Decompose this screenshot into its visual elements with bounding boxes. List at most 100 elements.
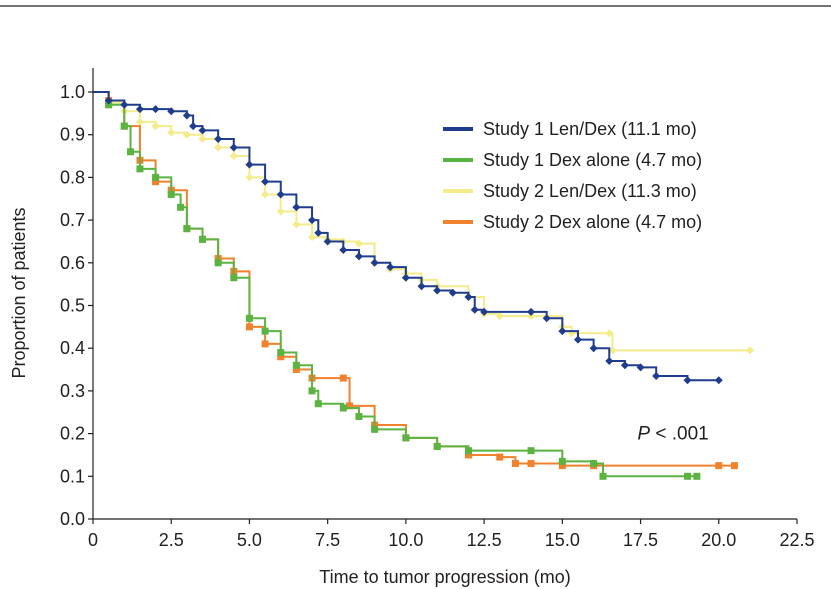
censor-marker bbox=[189, 122, 198, 131]
legend-label: Study 2 Len/Dex (11.3 mo) bbox=[483, 181, 697, 201]
censor-marker bbox=[308, 233, 317, 242]
x-tick-label: 20.0 bbox=[701, 530, 736, 550]
censor-marker bbox=[183, 225, 191, 233]
y-ticks: 0.0 0.1 0.2 0.3 0.4 0.5 0.6 0.7 0.8 0.9 1.0 bbox=[60, 82, 93, 529]
censor-marker bbox=[152, 178, 160, 186]
censor-marker bbox=[292, 361, 300, 369]
x-tick-label: 15.0 bbox=[545, 530, 580, 550]
x-tick-label: 2.5 bbox=[159, 530, 184, 550]
censor-marker bbox=[182, 130, 191, 139]
censor-marker bbox=[276, 190, 285, 199]
censor-marker bbox=[229, 152, 238, 161]
censor-marker bbox=[636, 363, 645, 372]
legend-label: Study 1 Len/Dex (11.1 mo) bbox=[483, 119, 697, 139]
censor-marker bbox=[527, 307, 536, 316]
x-tick-label: 5.0 bbox=[237, 530, 262, 550]
censor-marker bbox=[120, 122, 128, 130]
censor-marker bbox=[354, 252, 363, 261]
censor-marker bbox=[402, 434, 410, 442]
censor-marker bbox=[605, 357, 614, 366]
censor-marker bbox=[127, 148, 135, 156]
p-value-italic: P bbox=[637, 424, 650, 445]
censor-marker bbox=[589, 344, 598, 353]
legend-label: Study 1 Dex alone (4.7 mo) bbox=[483, 150, 702, 170]
censor-marker bbox=[573, 335, 582, 344]
censor-marker bbox=[314, 400, 322, 408]
censor-marker bbox=[261, 177, 270, 186]
censor-marker bbox=[229, 143, 238, 152]
censor-marker bbox=[120, 100, 129, 109]
censor-marker bbox=[590, 459, 598, 467]
censor-marker bbox=[542, 314, 551, 323]
censor-marker bbox=[292, 220, 301, 229]
y-tick-label: 0.1 bbox=[60, 466, 85, 486]
censor-marker bbox=[464, 292, 473, 301]
censor-marker bbox=[308, 387, 316, 395]
legend: Study 1 Len/Dex (11.1 mo) Study 1 Dex alo… bbox=[443, 119, 702, 232]
censor-marker bbox=[371, 425, 379, 433]
axes-layer bbox=[92, 68, 797, 520]
series-line bbox=[93, 91, 735, 467]
censor-marker bbox=[276, 207, 285, 216]
censor-marker bbox=[230, 274, 238, 282]
censor-marker bbox=[370, 258, 379, 267]
y-tick-label: 0.9 bbox=[60, 125, 85, 145]
censor-marker bbox=[527, 312, 536, 321]
censor-marker bbox=[495, 312, 504, 321]
y-tick-label: 0.8 bbox=[60, 167, 85, 187]
censor-marker bbox=[683, 472, 691, 480]
censor-marker bbox=[714, 376, 723, 385]
censor-marker bbox=[177, 203, 185, 211]
y-axis-title: Proportion of patients bbox=[9, 207, 29, 378]
censor-marker bbox=[198, 126, 207, 135]
censor-marker bbox=[308, 216, 317, 225]
censor-marker bbox=[558, 457, 566, 465]
censor-marker bbox=[182, 111, 191, 120]
censor-marker bbox=[135, 117, 144, 126]
censor-marker bbox=[199, 235, 207, 243]
y-tick-label: 1.0 bbox=[60, 82, 85, 102]
x-tick-label: 17.5 bbox=[623, 530, 658, 550]
censor-marker bbox=[314, 228, 323, 237]
y-tick-label: 0.6 bbox=[60, 253, 85, 273]
censor-marker bbox=[558, 462, 566, 470]
p-value-annotation: P < .001 bbox=[637, 424, 708, 445]
censor-marker bbox=[214, 143, 223, 152]
series-line bbox=[93, 91, 719, 382]
series-3 bbox=[93, 91, 738, 470]
censor-marker bbox=[730, 462, 738, 470]
p-value-text: < .001 bbox=[650, 424, 709, 445]
y-tick-label: 0.7 bbox=[60, 210, 85, 230]
censor-marker bbox=[261, 190, 270, 199]
censor-marker bbox=[167, 190, 175, 198]
censor-marker bbox=[277, 353, 285, 361]
censor-marker bbox=[245, 323, 253, 331]
censor-marker bbox=[715, 462, 723, 470]
censor-marker bbox=[151, 122, 160, 131]
censor-marker bbox=[464, 447, 472, 455]
censor-marker bbox=[135, 105, 144, 114]
censor-marker bbox=[599, 472, 607, 480]
censor-marker bbox=[136, 165, 144, 173]
series-layer bbox=[93, 91, 755, 480]
censor-marker bbox=[652, 371, 661, 380]
y-tick-label: 0.5 bbox=[60, 296, 85, 316]
censor-marker bbox=[167, 107, 176, 116]
y-tick-label: 0.3 bbox=[60, 381, 85, 401]
censor-marker bbox=[152, 173, 160, 181]
censor-marker bbox=[401, 273, 410, 282]
y-tick-label: 0.0 bbox=[60, 509, 85, 529]
censor-marker bbox=[214, 259, 222, 267]
censor-marker bbox=[346, 402, 354, 410]
censor-marker bbox=[605, 329, 614, 338]
censor-marker bbox=[292, 366, 300, 374]
censor-marker bbox=[167, 128, 176, 137]
x-tick-label: 22.5 bbox=[779, 530, 814, 550]
censor-marker bbox=[470, 305, 479, 314]
censor-marker bbox=[261, 327, 269, 335]
censor-marker bbox=[433, 286, 442, 295]
censor-marker bbox=[245, 160, 254, 169]
censor-marker bbox=[261, 340, 269, 348]
x-tick-label: 12.5 bbox=[467, 530, 502, 550]
